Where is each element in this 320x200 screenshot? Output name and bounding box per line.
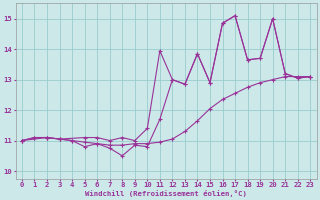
X-axis label: Windchill (Refroidissement éolien,°C): Windchill (Refroidissement éolien,°C) xyxy=(85,190,247,197)
